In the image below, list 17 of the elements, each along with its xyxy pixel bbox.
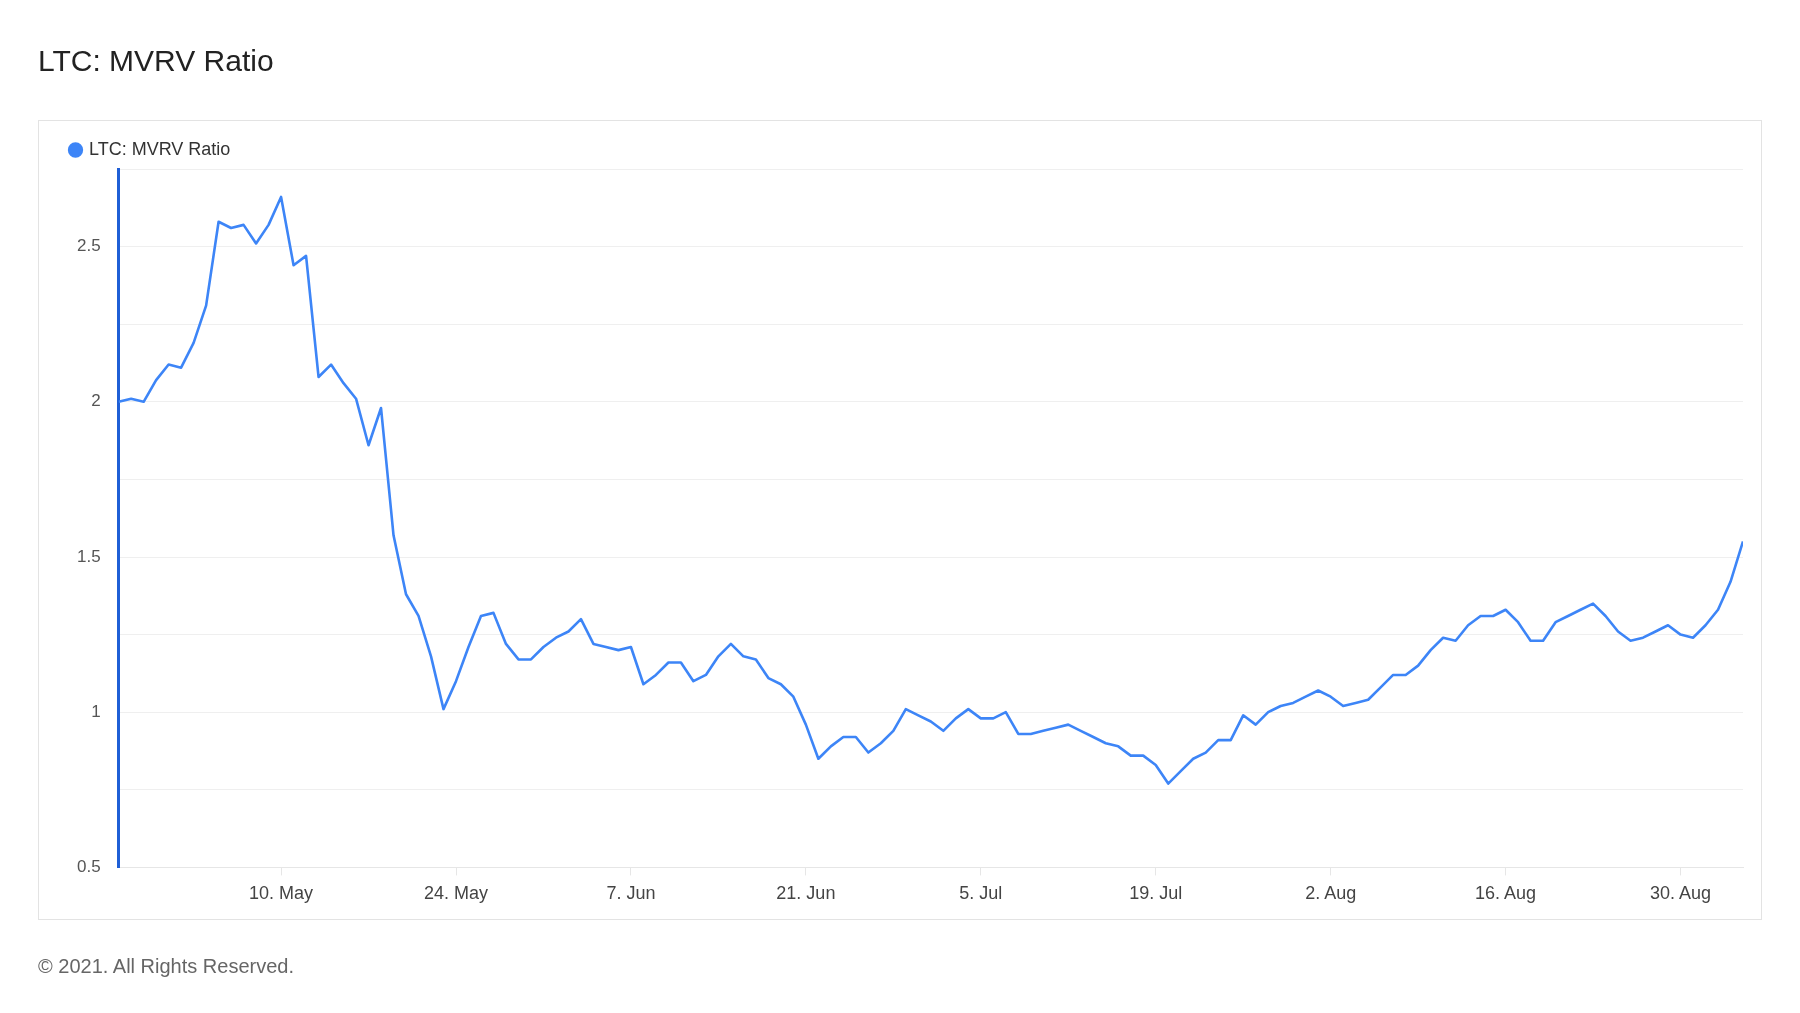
text: © 2021. All Rights Reserved. [38, 955, 294, 978]
x-tick-label: 5. Jul [959, 883, 1003, 904]
x-tick-label: 21. Jun [776, 883, 836, 904]
x-tick-label: 2. Aug [1305, 883, 1357, 904]
legend-label: LTC: MVRV Ratio [89, 138, 231, 159]
y-tick-label: 2.5 [76, 236, 101, 256]
chart-title: LTC: MVRV Ratio [38, 44, 274, 78]
x-tick-label: 30. Aug [1649, 883, 1712, 904]
y-tick-label: 1.5 [76, 546, 101, 566]
x-tick-label: 24. May [423, 883, 489, 904]
x-tick-label: 16. Aug [1475, 883, 1537, 904]
x-tick-label: 10. May [249, 883, 314, 904]
x-tick-label: 7. Jun [606, 883, 656, 904]
x-tick-label: 19. Jul [1129, 883, 1183, 904]
y-tick-label: 2 [91, 391, 101, 411]
y-tick-label: 0.5 [76, 857, 101, 877]
y-tick-label: 1 [91, 701, 101, 721]
